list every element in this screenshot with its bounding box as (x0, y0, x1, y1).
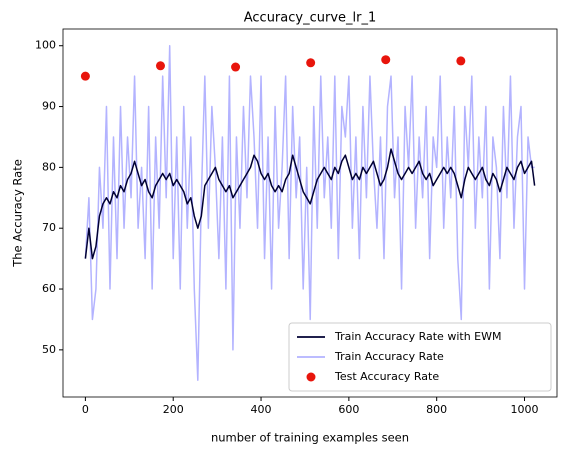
x-tick-label: 1000 (511, 403, 539, 416)
x-axis-label: number of training examples seen (211, 431, 409, 445)
series-line (84, 148, 536, 260)
y-tick-label: 100 (35, 39, 56, 52)
y-tick-label: 50 (42, 343, 56, 356)
scatter-point (231, 62, 241, 72)
legend-label: Train Accuracy Rate with EWM (334, 330, 501, 343)
scatter-point (155, 61, 165, 71)
x-tick-label: 600 (338, 403, 359, 416)
x-tick-label: 200 (163, 403, 184, 416)
chart-title: Accuracy_curve_lr_1 (244, 11, 377, 26)
scatter-point (456, 56, 466, 66)
y-axis-label: The Accuracy Rate (11, 159, 25, 268)
legend-box (288, 322, 552, 392)
x-tick-label: 0 (82, 403, 89, 416)
x-tick-label: 800 (426, 403, 447, 416)
y-tick-label: 60 (42, 282, 56, 295)
y-tick-label: 70 (42, 221, 56, 234)
plot-frame (62, 28, 558, 398)
legend-label: Test Accuracy Rate (334, 370, 439, 383)
legend-marker (306, 372, 316, 382)
legend-label: Train Accuracy Rate (334, 350, 444, 363)
scatter-point (306, 58, 316, 68)
y-tick-label: 80 (42, 160, 56, 173)
scatter-point (80, 71, 90, 81)
scatter-point (381, 55, 391, 65)
x-tick-label: 400 (251, 403, 272, 416)
y-tick-label: 90 (42, 100, 56, 113)
